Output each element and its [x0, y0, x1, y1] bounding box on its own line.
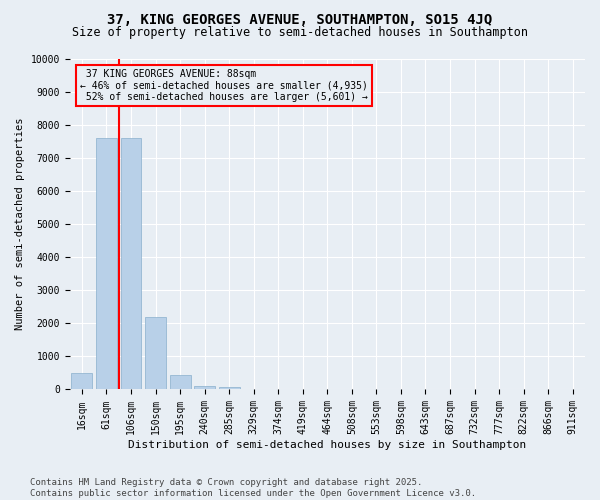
Bar [121, 138, 142, 390]
Bar [219, 388, 239, 390]
Text: 37, KING GEORGES AVENUE, SOUTHAMPTON, SO15 4JQ: 37, KING GEORGES AVENUE, SOUTHAMPTON, SO… [107, 12, 493, 26]
Text: Size of property relative to semi-detached houses in Southampton: Size of property relative to semi-detach… [72, 26, 528, 39]
Bar [71, 373, 92, 390]
Bar [194, 386, 215, 390]
Text: Contains HM Land Registry data © Crown copyright and database right 2025.
Contai: Contains HM Land Registry data © Crown c… [30, 478, 476, 498]
Bar [96, 138, 117, 390]
Text: 37 KING GEORGES AVENUE: 88sqm
← 46% of semi-detached houses are smaller (4,935)
: 37 KING GEORGES AVENUE: 88sqm ← 46% of s… [80, 69, 368, 102]
Y-axis label: Number of semi-detached properties: Number of semi-detached properties [15, 118, 25, 330]
X-axis label: Distribution of semi-detached houses by size in Southampton: Distribution of semi-detached houses by … [128, 440, 526, 450]
Bar [170, 374, 191, 390]
Bar [145, 317, 166, 390]
